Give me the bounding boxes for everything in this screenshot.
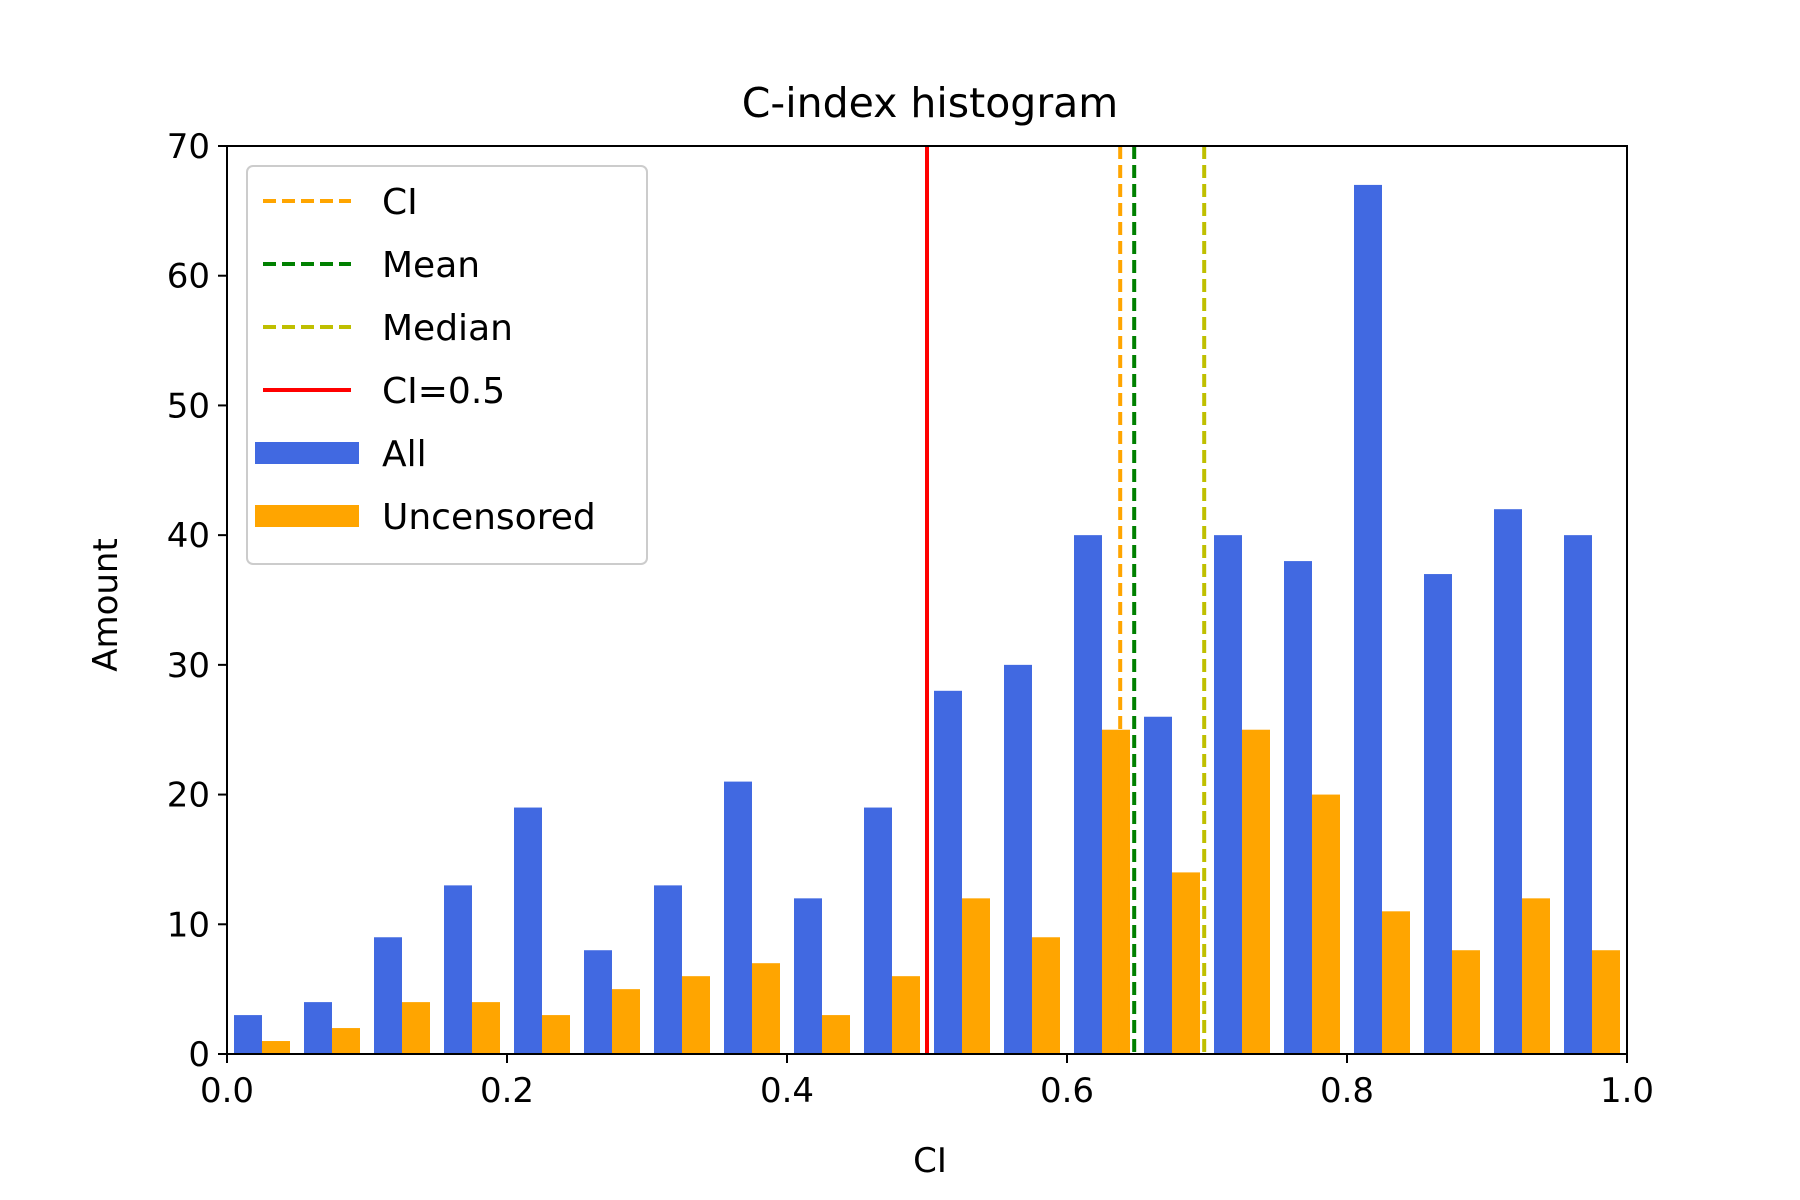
bar-uncensored-12 — [1102, 729, 1130, 1054]
bar-all-2 — [374, 937, 402, 1054]
bar-all-12 — [1074, 535, 1102, 1054]
bar-uncensored-7 — [752, 963, 780, 1054]
legend-swatch-uncensored — [255, 505, 359, 527]
y-axis-ticks: 0 10 20 30 40 50 60 70 — [167, 127, 227, 1075]
y-tick-label: 10 — [167, 905, 210, 945]
bar-all-0 — [234, 1015, 262, 1054]
bar-all-18 — [1494, 509, 1522, 1054]
bar-uncensored-1 — [332, 1028, 360, 1054]
legend-swatch-all — [255, 442, 359, 464]
bar-uncensored-6 — [682, 976, 710, 1054]
x-tick-label: 0.4 — [760, 1071, 814, 1111]
y-axis-label: Amount — [86, 538, 126, 672]
bars-layer — [234, 184, 1620, 1054]
x-tick-label: 0.2 — [480, 1071, 534, 1111]
bar-all-16 — [1354, 184, 1382, 1054]
legend-label-uncensored: Uncensored — [382, 497, 596, 538]
bar-all-15 — [1284, 561, 1312, 1054]
bar-uncensored-17 — [1452, 950, 1480, 1054]
bar-uncensored-13 — [1172, 872, 1200, 1054]
bar-uncensored-9 — [892, 976, 920, 1054]
bar-all-13 — [1144, 716, 1172, 1054]
y-tick-label: 30 — [167, 646, 210, 686]
bar-all-7 — [724, 781, 752, 1054]
bar-all-6 — [654, 885, 682, 1054]
plot-frame — [226, 145, 1628, 1055]
x-axis-label: CI — [913, 1141, 947, 1181]
x-tick-label: 1.0 — [1600, 1071, 1654, 1111]
y-tick-label: 50 — [167, 386, 210, 426]
legend-label-ci-0-5: CI=0.5 — [382, 371, 505, 412]
bar-uncensored-0 — [262, 1041, 290, 1054]
legend: CI Mean Median CI=0.5 All Uncensored — [246, 165, 648, 565]
bar-all-17 — [1424, 574, 1452, 1054]
bar-uncensored-4 — [542, 1015, 570, 1054]
bar-uncensored-19 — [1592, 950, 1620, 1054]
x-tick-label: 0.6 — [1040, 1071, 1094, 1111]
legend-label-mean: Mean — [382, 245, 480, 286]
y-tick-label: 60 — [167, 257, 210, 297]
bar-uncensored-2 — [402, 1002, 430, 1054]
bar-uncensored-11 — [1032, 937, 1060, 1054]
bar-uncensored-3 — [472, 1002, 500, 1054]
bar-all-10 — [934, 690, 962, 1054]
y-tick-label: 70 — [167, 127, 210, 167]
bar-uncensored-8 — [822, 1015, 850, 1054]
reference-lines-layer — [925, 146, 1207, 1054]
legend-label-ci: CI — [382, 182, 418, 223]
bar-all-9 — [864, 807, 892, 1054]
bar-all-19 — [1564, 535, 1592, 1054]
bar-uncensored-5 — [612, 989, 640, 1054]
bar-uncensored-16 — [1382, 911, 1410, 1054]
bar-uncensored-14 — [1242, 729, 1270, 1054]
bar-all-4 — [514, 807, 542, 1054]
chart-title: C-index histogram — [742, 79, 1118, 127]
y-tick-label: 0 — [188, 1035, 210, 1075]
bar-uncensored-15 — [1312, 794, 1340, 1054]
bar-all-1 — [304, 1002, 332, 1054]
legend-label-median: Median — [382, 308, 513, 349]
y-tick-label: 20 — [167, 776, 210, 816]
bar-uncensored-10 — [962, 898, 990, 1054]
bar-all-5 — [584, 950, 612, 1054]
x-tick-label: 0.0 — [200, 1071, 254, 1111]
x-axis-ticks: 0.0 0.2 0.4 0.6 0.8 1.0 — [200, 1054, 1654, 1111]
bar-all-11 — [1004, 664, 1032, 1054]
bar-all-8 — [794, 898, 822, 1054]
bar-all-14 — [1214, 535, 1242, 1054]
x-tick-label: 0.8 — [1320, 1071, 1374, 1111]
y-tick-label: 40 — [167, 516, 210, 556]
legend-label-all: All — [382, 434, 427, 475]
bar-uncensored-18 — [1522, 898, 1550, 1054]
bar-all-3 — [444, 885, 472, 1054]
